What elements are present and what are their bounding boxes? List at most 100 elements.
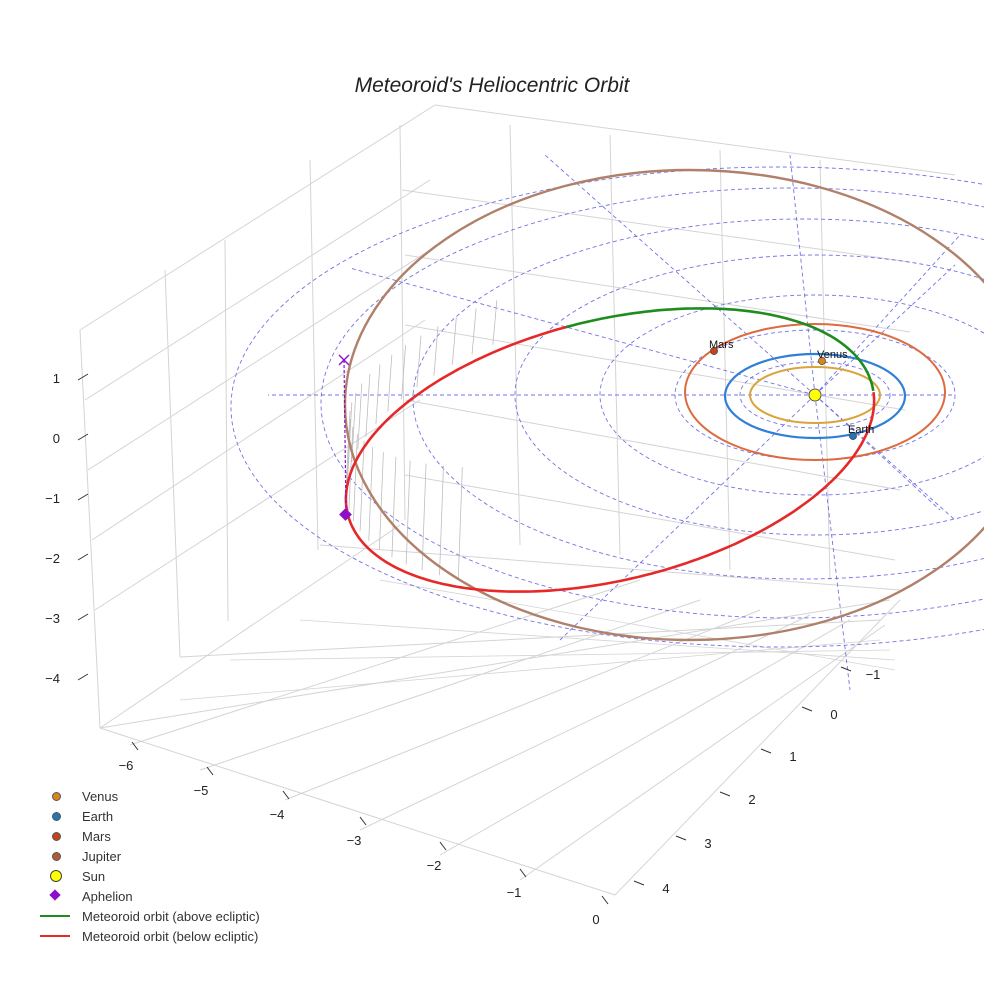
axis-box-grid [79, 104, 956, 896]
z-tick-label: −3 [45, 611, 60, 626]
y-tick [633, 880, 645, 886]
projection-stem [416, 335, 422, 388]
y-tick-label: 2 [748, 792, 755, 807]
projection-stem [359, 440, 365, 532]
projection-stem [405, 460, 411, 565]
grid-line-floor-y-1 [229, 649, 891, 661]
legend-symbol [38, 846, 74, 866]
ecliptic-ray-8 [814, 394, 851, 691]
projection-stem [457, 467, 463, 579]
x-tick-label: −2 [427, 858, 442, 873]
projection-stem [451, 317, 457, 365]
ecliptic-ring-0 [739, 361, 891, 429]
grid-line-back-v-4 [399, 124, 406, 521]
y-tick [675, 835, 687, 841]
legend-item-meteoroid-orbit-above-ecliptic[interactable]: Meteoroid orbit (above ecliptic) [38, 906, 260, 926]
grid-line-floor-x-2 [284, 609, 761, 801]
z-tick [77, 673, 89, 681]
grid-line-floor-y-2 [299, 619, 896, 661]
projection-stem [439, 465, 444, 576]
z-tick-label: 0 [53, 431, 60, 446]
projection-stem [365, 374, 371, 437]
x-tick [601, 895, 609, 905]
z-tick [77, 493, 89, 501]
ecliptic-ray-9 [814, 394, 956, 521]
aphelion-projection-x [338, 354, 350, 366]
legend-label: Jupiter [82, 848, 122, 864]
z-tick [77, 433, 89, 441]
legend-label: Meteoroid orbit (below ecliptic) [82, 928, 259, 944]
markers: Mars Venus Earth [338, 339, 874, 521]
grid-line-side-v-2 [719, 149, 731, 571]
grid-line-side-h-2 [404, 324, 906, 411]
projection-stem [471, 308, 477, 355]
z-tick-label: −2 [45, 551, 60, 566]
grid-line-back-v-2 [224, 239, 229, 622]
x-tick-label: −6 [119, 758, 134, 773]
axis-ticks: 1 0 −1 −2 −3 −4 −6 −5 −4 −3 −2 −1 0 −1 0 1 2 3 4 [45, 371, 880, 927]
x-tick [282, 790, 290, 800]
projection-stem [375, 364, 381, 424]
orbit-mars [684, 323, 946, 461]
planet-label-venus: Venus [817, 349, 848, 361]
x-tick-label: −1 [507, 885, 522, 900]
grid-line-front-edge [614, 599, 901, 896]
grid-line-back-h-1 [84, 179, 431, 401]
ecliptic-ray-3 [814, 264, 956, 396]
legend-item-sun[interactable]: Sun [38, 866, 260, 886]
legend-item-earth[interactable]: Earth [38, 806, 260, 826]
grid-line-back-v-0 [79, 329, 101, 729]
y-tick [719, 791, 731, 797]
grid-line-floor-0 [99, 727, 616, 896]
grid-line-back-h-2 [87, 249, 431, 471]
legend-label: Earth [82, 808, 114, 824]
y-tick-label: −1 [866, 667, 881, 682]
legend: Venus Earth Mars Jupiter Sun Aphelion Meteoroi… [38, 786, 260, 946]
projection-stem [357, 383, 363, 450]
y-tick-label: 0 [830, 707, 837, 722]
planet-mars [710, 347, 718, 355]
legend-symbol [38, 866, 74, 886]
ecliptic-ring-5 [320, 187, 984, 619]
legend-symbol [38, 826, 74, 846]
grid-line-floor-1 [179, 619, 881, 658]
x-tick [519, 868, 527, 878]
ecliptic-ring-4 [412, 218, 984, 580]
projection-stem [345, 410, 351, 487]
y-tick-label: 4 [662, 881, 669, 896]
legend-item-aphelion[interactable]: Aphelion [38, 886, 260, 906]
legend-label: Mars [82, 828, 111, 844]
legend-item-meteoroid-orbit-below-ecliptic[interactable]: Meteoroid orbit (below ecliptic) [38, 926, 260, 946]
meteoroid-orbit-below [344, 325, 876, 593]
legend-item-mars[interactable]: Mars [38, 826, 260, 846]
x-tick-label: 0 [592, 912, 599, 927]
grid-line-back-v-1 [164, 269, 181, 658]
legend-symbol [38, 806, 74, 826]
y-tick-label: 3 [704, 836, 711, 851]
orbit-earth [723, 352, 907, 440]
projection-stem [353, 434, 358, 522]
grid-line-floor-x-3 [359, 614, 811, 831]
grid-line-side-h-3 [404, 399, 901, 491]
legend-label: Meteoroid orbit (above ecliptic) [82, 908, 260, 924]
planet-label-mars: Mars [709, 339, 734, 351]
x-tick-label: −5 [194, 783, 209, 798]
grid-line-floor-y-0 [179, 639, 881, 701]
legend-item-jupiter[interactable]: Jupiter [38, 846, 260, 866]
orbit-venus [749, 366, 881, 424]
grid-line-back-h-3 [91, 319, 426, 541]
z-tick-label: −1 [45, 491, 60, 506]
z-tick [77, 553, 89, 561]
meteoroid-orbit [344, 307, 876, 593]
ecliptic-ring-6 [230, 166, 984, 648]
ecliptic-ray-4 [544, 154, 816, 396]
projection-stem [433, 326, 439, 376]
legend-symbol [38, 906, 74, 926]
sun-marker [808, 388, 822, 402]
x-tick-label: −4 [270, 807, 285, 822]
planet-label-earth: Earth [848, 424, 874, 436]
grid-line-floor-2 [99, 599, 891, 729]
grid-line-side-h-0 [401, 189, 911, 263]
legend-item-venus[interactable]: Venus [38, 786, 260, 806]
